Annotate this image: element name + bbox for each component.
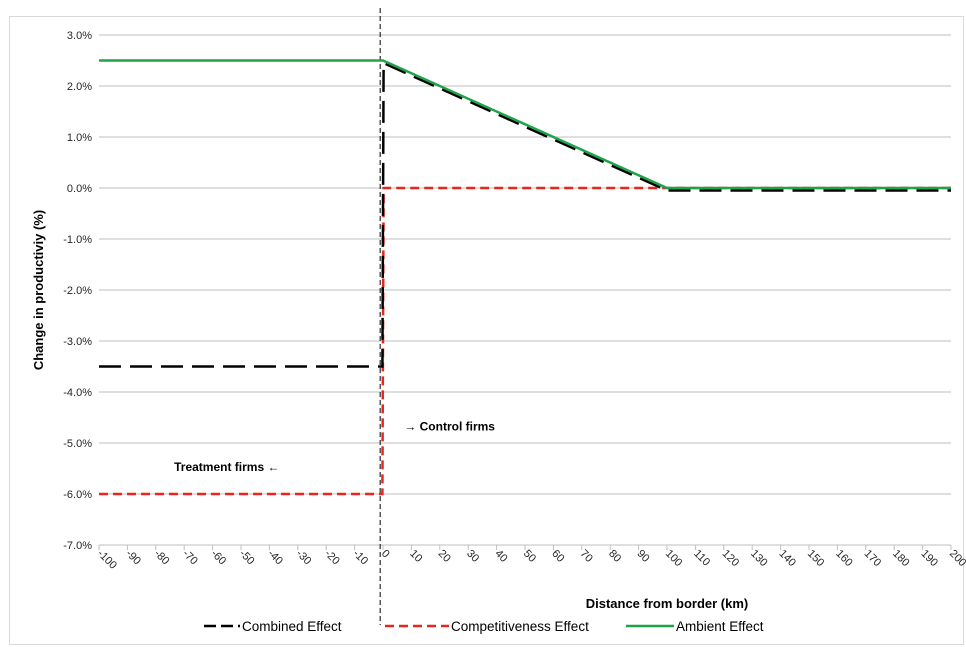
y-tick-label: -7.0%	[63, 540, 92, 552]
y-tick-label: 2.0%	[67, 81, 92, 93]
x-tick-label: 20	[436, 548, 453, 565]
y-tick-label: -4.0%	[63, 387, 92, 399]
y-tick-label: 1.0%	[67, 132, 92, 144]
legend-label-combined-effect: Combined Effect	[242, 619, 342, 634]
x-tick-label: 70	[578, 548, 595, 565]
annotations: → Control firms Treatment firms ←	[174, 419, 495, 474]
legend-label-ambient-effect: Ambient Effect	[676, 619, 764, 634]
x-tick-label: 10	[407, 548, 424, 565]
series-line-ambient-effect	[99, 59, 951, 190]
x-tick-label: 60	[549, 548, 566, 565]
x-tick-label: -40	[265, 548, 285, 568]
x-tick-label: 190	[918, 548, 939, 569]
y-tick-label: -5.0%	[63, 438, 92, 450]
x-tick-label: 30	[464, 548, 481, 565]
series-lines	[99, 8, 951, 625]
x-tick-label: 100	[663, 548, 684, 569]
x-tick-label: 110	[691, 548, 712, 569]
x-tick-label: 160	[833, 548, 854, 569]
axes: 3.0% 2.0% 1.0% 0.0% -1.0% -2.0% -3.0% -4.0% -5.0…	[63, 30, 966, 572]
x-tick-label: 80	[606, 548, 623, 565]
x-tick-label: -50	[237, 548, 257, 568]
y-tick-label: -3.0%	[63, 336, 92, 348]
x-tick-label: -30	[294, 548, 314, 568]
legend: Combined Effect Competitiveness Effect Amb…	[204, 619, 764, 634]
x-tick-label: 200	[947, 548, 966, 569]
x-tick-label: -20	[322, 548, 342, 568]
x-tick-label: -90	[123, 548, 143, 568]
x-tick-label: 50	[521, 548, 538, 565]
series-line-combined-effect	[99, 61, 951, 368]
x-tick-label: 180	[890, 548, 911, 569]
x-tick-label: 120	[720, 548, 741, 569]
y-tick-label: -1.0%	[63, 234, 92, 246]
y-tick-label: -2.0%	[63, 285, 92, 297]
x-tick-label: 150	[805, 548, 826, 569]
x-tick-label: 90	[634, 548, 651, 565]
control-firms-label: → Control firms	[404, 419, 495, 433]
x-tick-label: -80	[152, 548, 172, 568]
y-tick-label: 0.0%	[67, 183, 92, 195]
x-tick-label: 140	[776, 548, 797, 569]
x-tick-label: 130	[748, 548, 769, 569]
x-axis-title: Distance from border (km)	[586, 596, 749, 611]
x-tick-label: -70	[180, 548, 200, 568]
x-tick-label: 170	[862, 548, 883, 569]
chart-area	[9, 16, 964, 645]
legend-label-competitiveness-effect: Competitiveness Effect	[451, 619, 589, 634]
treatment-firms-label: Treatment firms ←	[174, 460, 279, 474]
x-tick-label: -10	[350, 548, 370, 568]
y-tick-label: -6.0%	[63, 489, 92, 501]
y-tick-label: 3.0%	[67, 30, 92, 42]
x-tick-label: -60	[208, 548, 228, 568]
x-tick-label: 40	[492, 548, 509, 565]
x-tick-label: -100	[95, 548, 119, 572]
x-tick-label: 0	[379, 548, 392, 561]
y-axis-title: Change in productiviy (%)	[31, 210, 46, 370]
